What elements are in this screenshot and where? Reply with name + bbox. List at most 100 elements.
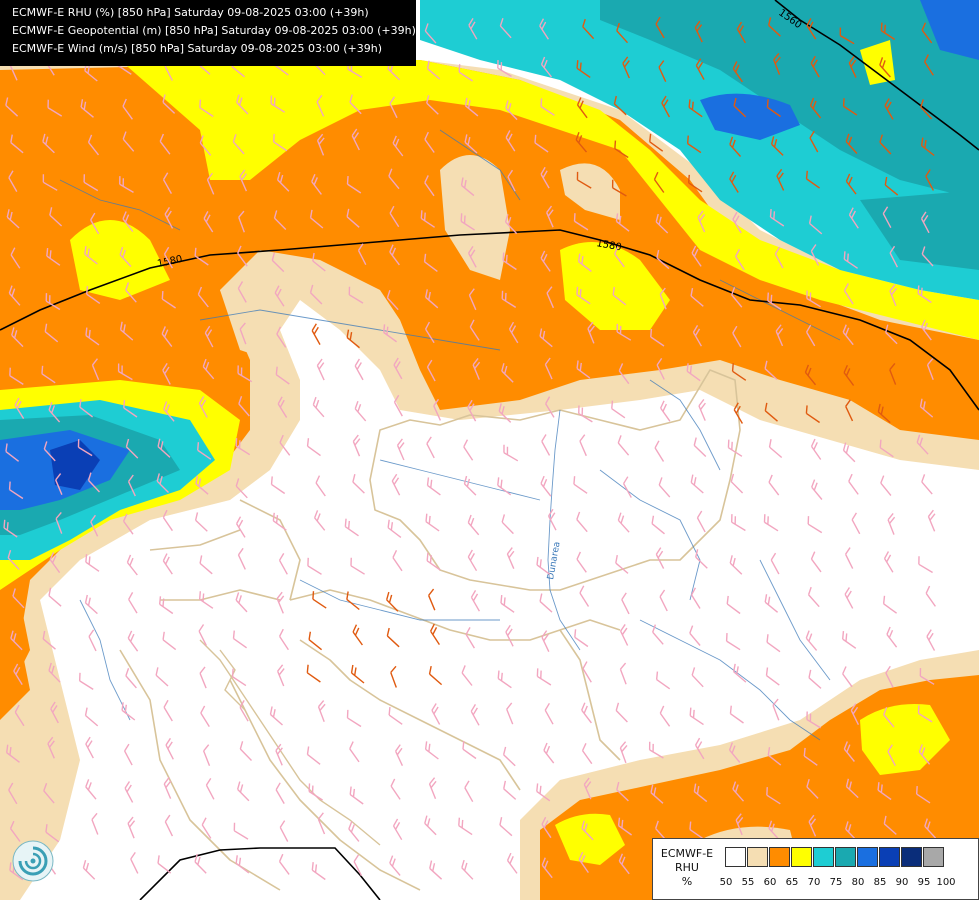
wind-barb xyxy=(726,595,741,615)
rhu-80-ne xyxy=(920,0,979,60)
wind-barb xyxy=(851,512,861,535)
wind-barb xyxy=(612,286,627,306)
wind-barb xyxy=(8,481,24,500)
wind-barb xyxy=(198,591,214,609)
wind-barb xyxy=(354,358,364,381)
wind-barb xyxy=(316,94,325,117)
wind-barb xyxy=(770,136,784,156)
wind-barb xyxy=(352,434,361,457)
wind-barb xyxy=(619,624,629,646)
wind-barb xyxy=(270,95,285,113)
wind-barb xyxy=(916,434,929,455)
wind-barb xyxy=(426,552,441,571)
wind-barb xyxy=(764,594,779,613)
wind-barb xyxy=(877,403,891,424)
wind-barb xyxy=(649,133,664,152)
wind-barb xyxy=(887,512,896,535)
wind-barb xyxy=(574,629,589,648)
wind-barb xyxy=(613,95,627,116)
wind-barb xyxy=(127,630,139,652)
wind-barb xyxy=(843,364,855,386)
wind-barb xyxy=(502,746,516,767)
wind-barb xyxy=(85,554,100,572)
legend-tick-label: 65 xyxy=(785,877,799,888)
wind-barb xyxy=(736,21,747,44)
wind-barb xyxy=(698,399,706,421)
wind-barb xyxy=(729,705,744,724)
wind-barb xyxy=(78,672,94,690)
wind-barb xyxy=(275,366,290,385)
wind-barb xyxy=(497,60,512,77)
wind-barb xyxy=(279,434,291,456)
wind-barb xyxy=(468,17,478,40)
wind-barb xyxy=(87,134,100,156)
contour-1560-north xyxy=(774,0,979,151)
wind-barb xyxy=(239,700,249,722)
wind-barb xyxy=(239,741,253,761)
legend-tick-label: 60 xyxy=(763,877,777,888)
wind-barb xyxy=(543,742,555,764)
wind-barb xyxy=(618,853,630,875)
wind-barb xyxy=(55,511,63,534)
wind-barb xyxy=(688,99,703,118)
wind-barb xyxy=(768,474,780,496)
wind-barb xyxy=(921,319,932,341)
wind-barb xyxy=(14,704,25,727)
wind-barb xyxy=(617,512,630,533)
wind-barb xyxy=(505,624,514,647)
wind-barb xyxy=(917,285,932,304)
wind-barb xyxy=(270,476,286,495)
wind-barb xyxy=(199,555,213,575)
wind-barb xyxy=(122,98,133,120)
wind-barb xyxy=(544,702,554,725)
wind-barb xyxy=(689,821,704,840)
wind-barb xyxy=(691,667,704,688)
wind-barb xyxy=(731,287,743,308)
wind-barb xyxy=(470,704,480,726)
wind-barb xyxy=(464,134,478,154)
wind-barb xyxy=(501,363,514,383)
legend-swatch xyxy=(747,847,768,867)
wind-barb xyxy=(5,443,20,462)
wind-barb xyxy=(428,666,443,686)
wind-barb xyxy=(390,778,401,800)
wind-barb xyxy=(806,290,821,308)
wind-barb xyxy=(231,668,247,687)
legend-tick-label: 55 xyxy=(741,877,755,888)
wind-barb xyxy=(236,94,249,115)
wind-barb xyxy=(119,176,134,194)
wind-barb xyxy=(653,171,665,193)
wind-barb xyxy=(123,399,138,418)
wind-barb xyxy=(348,286,364,304)
wind-barb xyxy=(576,60,591,78)
wind-barb xyxy=(393,394,403,417)
wind-barb xyxy=(119,246,132,267)
wind-barb xyxy=(350,557,365,575)
wind-barb xyxy=(5,97,19,117)
wind-barb xyxy=(346,329,360,349)
wind-barb xyxy=(390,665,397,688)
wind-barb xyxy=(883,815,897,835)
wind-barb xyxy=(661,95,671,118)
wind-barb xyxy=(47,736,55,759)
wind-barb xyxy=(237,245,248,267)
legend-swatches xyxy=(725,847,945,867)
wind-barb xyxy=(460,213,475,231)
wind-barb xyxy=(655,16,665,39)
wind-barb xyxy=(845,133,858,154)
wind-barb xyxy=(161,326,173,348)
wind-barb xyxy=(808,669,822,689)
wind-barb xyxy=(807,586,820,608)
wind-barb xyxy=(9,820,21,842)
wind-barb xyxy=(576,171,592,189)
wind-barb xyxy=(194,512,208,532)
wind-barb xyxy=(697,210,706,233)
wind-barb xyxy=(806,711,821,729)
wind-barb xyxy=(42,630,56,650)
wind-barb xyxy=(84,707,99,727)
wind-barb xyxy=(464,780,474,803)
wind-barb xyxy=(659,287,667,310)
wind-barb xyxy=(199,666,207,689)
wind-barb xyxy=(235,855,250,874)
wind-barb xyxy=(656,357,665,380)
